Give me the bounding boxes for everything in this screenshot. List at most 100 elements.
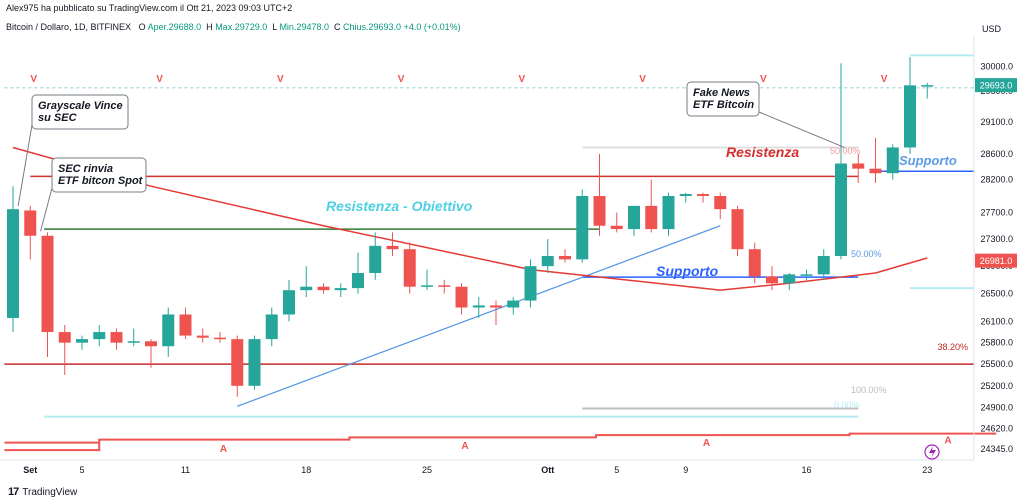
price-axis[interactable]: USD 30000.029600.029100.028600.028200.02… <box>973 24 1017 460</box>
time-tick-label: Ott <box>541 465 554 475</box>
candle-body <box>145 341 157 347</box>
last-price-tag-bg <box>975 78 1017 93</box>
callout-sec-text: ETF bitcon Spot <box>58 175 144 187</box>
symbol-name: Bitcoin / Dollaro, 1D, BITFINEX <box>6 22 132 32</box>
time-tick-label: 18 <box>301 465 311 475</box>
candle-body <box>507 300 520 308</box>
candle-body <box>403 249 416 287</box>
tradingview-logo: 17 <box>8 486 19 498</box>
candle-body <box>283 290 295 315</box>
fib-50-label-b: 50.00% <box>851 249 882 259</box>
callout-sec-text: SEC rinvia <box>58 163 113 175</box>
change-value: +4.0 (+0.01%) <box>403 22 461 32</box>
candle-body <box>127 341 140 343</box>
candle-body <box>93 332 106 340</box>
candle-body <box>421 285 433 287</box>
a-marker: A <box>461 441 468 452</box>
v-marker: V <box>277 74 284 85</box>
candle-body <box>679 194 692 196</box>
supporto-lower-label: Supporto <box>656 263 719 279</box>
price-tick-label: 26100.0 <box>980 316 1013 326</box>
candle-body <box>731 209 744 250</box>
price-tick-label: 28200.0 <box>980 175 1013 185</box>
time-tick-label: 5 <box>79 465 84 475</box>
price-tick-label: 24900.0 <box>980 403 1013 413</box>
candle-body <box>783 274 796 284</box>
candle-body <box>386 245 399 250</box>
candle-body <box>921 85 934 87</box>
open-label: O <box>138 22 146 32</box>
close-value: Chius.29693.0 <box>343 22 402 32</box>
ma-price-tag-bg <box>975 253 1017 268</box>
moving-average-line <box>12 146 928 291</box>
resistenza-label: Resistenza <box>726 144 799 160</box>
v-marker: V <box>881 74 888 85</box>
candle-body <box>438 285 451 287</box>
low-value: Min.29478.0 <box>279 22 329 32</box>
candle-body <box>58 332 71 343</box>
candles-layer <box>7 57 934 397</box>
v-marker: V <box>760 74 767 85</box>
time-tick-label: 5 <box>614 465 619 475</box>
candle-body <box>869 168 882 174</box>
a-marker: A <box>703 438 710 449</box>
candle-body <box>766 276 778 284</box>
callout-sec-pointer <box>40 187 53 232</box>
candle-body <box>352 272 364 289</box>
resistenza-obiettivo-label: Resistenza - Obiettivo <box>326 198 473 214</box>
candle-body <box>214 337 226 340</box>
candle-body <box>714 195 727 210</box>
v-marker: V <box>156 74 163 85</box>
price-tick-label: 30000.0 <box>980 61 1013 71</box>
time-axis[interactable]: Set 5 11 18 25 Ott 5 9 16 23 <box>0 459 974 475</box>
fib-38-label: 38.20% <box>937 342 968 352</box>
drawing-layer <box>4 54 997 452</box>
candle-body <box>24 210 37 236</box>
symbol-ohlc: Bitcoin / Dollaro, 1D, BITFINEX O Aper.2… <box>6 22 461 32</box>
price-tick-label: 27700.0 <box>980 207 1013 217</box>
footer-brand: 17 TradingView <box>8 486 77 498</box>
callout-fake-news-pointer <box>758 111 845 148</box>
candle-body <box>265 314 278 340</box>
a-marker: A <box>944 436 951 447</box>
candle-body <box>455 286 468 308</box>
price-tick-label: 24345.0 <box>980 444 1013 454</box>
last-price-tag: 29693.0 <box>980 81 1013 91</box>
candle-body <box>41 235 54 333</box>
time-tick-label: 23 <box>922 465 932 475</box>
candle-body <box>748 249 761 277</box>
candle-body <box>645 205 658 230</box>
candle-body <box>196 335 209 338</box>
candle-body <box>248 339 261 386</box>
candle-body <box>576 195 589 260</box>
callout-fake-news-text: Fake News <box>693 87 750 99</box>
price-tick-label: 25800.0 <box>980 338 1013 348</box>
candle-body <box>852 163 865 169</box>
candle-body <box>472 305 485 308</box>
high-value: Max.29729.0 <box>215 22 268 32</box>
candle-body <box>490 305 502 308</box>
candle-body <box>300 286 313 291</box>
candle-body <box>334 288 347 291</box>
supporto-upper-label: Supporto <box>899 153 957 168</box>
open-value: Aper.29688.0 <box>147 22 202 32</box>
price-tick-label: 26500.0 <box>980 289 1013 299</box>
time-tick-label: 16 <box>801 465 811 475</box>
candle-body <box>162 314 175 347</box>
callout-grayscale-text: su SEC <box>38 112 78 124</box>
candle-body <box>697 194 709 196</box>
close-label: C <box>334 22 341 32</box>
v-marker: V <box>519 74 526 85</box>
price-tick-label: 25200.0 <box>980 381 1013 391</box>
price-tick-label: 25500.0 <box>980 359 1013 369</box>
candle-body <box>628 205 640 230</box>
price-tick-label: 29100.0 <box>980 117 1013 127</box>
step-line <box>4 432 997 452</box>
fib-0-label: 0.00% <box>834 400 860 410</box>
candle-body <box>904 85 916 148</box>
time-tick-label: 11 <box>181 465 190 475</box>
axis-unit-label: USD <box>982 24 1002 34</box>
candle-body <box>886 147 899 174</box>
candle-body <box>7 209 19 318</box>
